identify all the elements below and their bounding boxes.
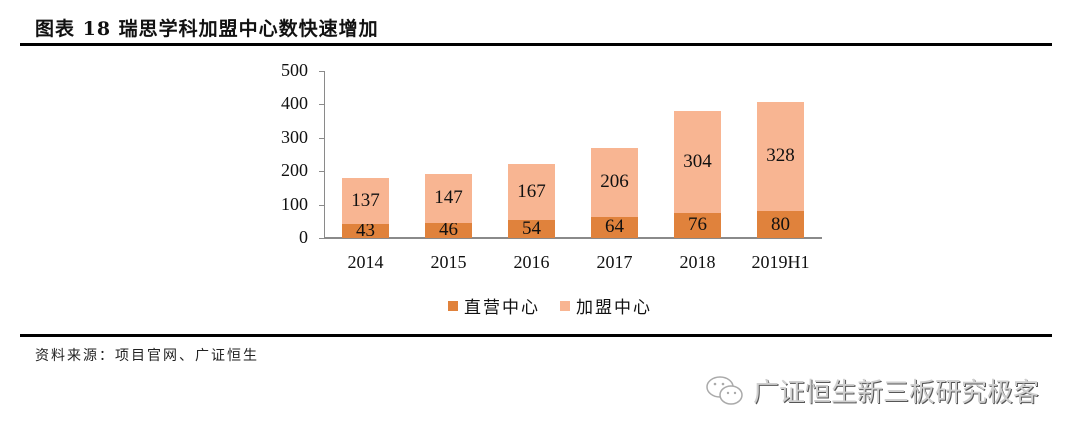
bar-segment-franchise: 206 [591,147,638,217]
data-label: 54 [522,217,541,239]
y-tick-mark [319,71,324,72]
bar-segment-direct: 46 [425,219,472,240]
y-tick-label: 400 [281,93,308,114]
data-label: 64 [605,216,624,238]
x-tick-label: 2019H1 [751,252,810,272]
legend: 直营中心 加盟中心 [448,293,672,318]
y-tick-mark [319,204,324,206]
data-label: 80 [771,213,790,235]
x-tick-label: 2018 [679,252,716,272]
data-label: 167 [517,181,546,203]
y-tick-label: 200 [281,160,308,181]
bar-segment-franchise: 137 [342,177,389,224]
data-label: 46 [439,219,458,241]
wechat-icon [706,375,743,405]
y-tick-mark [319,238,324,239]
x-tick-label: 2014 [347,252,384,272]
x-tick-label: 2016 [513,252,550,272]
data-label: 206 [600,171,629,193]
bar-segment-franchise: 167 [508,164,555,220]
bar-segment-franchise: 304 [674,111,721,213]
legend-item: 直营中心 [448,293,540,318]
data-label: 304 [683,150,712,172]
data-label: 328 [766,145,795,167]
bar-segment-direct: 64 [591,216,638,238]
bar-segment-direct: 76 [674,212,721,238]
legend-label: 加盟中心 [576,298,652,318]
page-title: 图表 18 瑞思学科加盟中心数快速增加 [35,18,379,40]
y-tick-mark [319,171,324,173]
watermark: 广证恒生新三板研究极客 [705,372,1039,409]
data-label: 76 [688,214,707,236]
legend-label: 直营中心 [464,298,540,318]
data-label: 137 [351,189,380,211]
y-axis [324,71,325,238]
x-axis [324,237,822,239]
data-label: 43 [356,219,375,241]
y-tick-mark [319,137,324,139]
x-tick-label: 2015 [430,252,467,272]
bar-segment-franchise: 328 [757,101,804,212]
legend-swatch [560,300,570,311]
watermark-text: 广证恒生新三板研究极客 [753,378,1040,408]
bar-segment-direct: 54 [508,217,555,239]
y-tick-label: 500 [281,60,308,80]
y-tick-label: 100 [281,193,308,214]
bar-segment-direct: 43 [342,220,389,241]
bottom-rule [20,334,1052,337]
data-label: 147 [434,187,463,209]
legend-item: 加盟中心 [560,293,652,318]
bar-segment-franchise: 147 [425,173,472,223]
top-rule [20,43,1052,46]
y-tick-label: 300 [281,126,308,147]
legend-swatch [448,300,458,311]
y-tick-label: 0 [299,227,308,247]
source-note: 资料来源：项目官网、广证恒生 [35,348,259,364]
x-tick-label: 2017 [596,252,633,272]
bar-segment-direct: 80 [757,211,804,238]
y-tick-mark [319,104,324,106]
